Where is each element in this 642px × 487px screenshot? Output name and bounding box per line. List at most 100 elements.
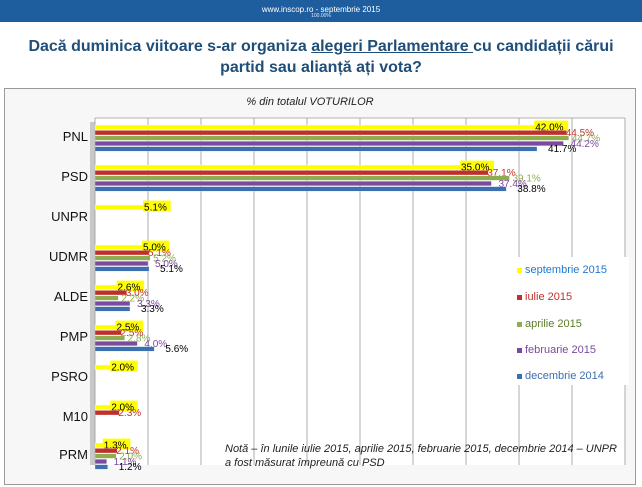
bar (94, 181, 492, 186)
data-label: 44.7% (572, 133, 600, 144)
legend-label: decembrie 2014 (525, 370, 604, 382)
data-label: 2.1% (116, 446, 139, 457)
page-title: Dacă duminica viitoare s-ar organiza ale… (10, 36, 632, 78)
data-label: 37.1% (487, 168, 515, 179)
bar (94, 346, 155, 352)
data-label-bg (142, 240, 170, 252)
bar (94, 261, 149, 266)
legend-swatch (517, 294, 522, 300)
data-label: 2.3% (118, 408, 141, 419)
chart-note: Notă – în lunile iulie 2015, aprilie 201… (225, 443, 617, 469)
bar (94, 335, 125, 341)
bar (94, 410, 120, 416)
data-label: 37.4% (498, 179, 526, 190)
bar (94, 186, 507, 192)
legend-item: iulie 2015 (517, 290, 572, 304)
data-label: 2.5% (121, 328, 144, 339)
bar (94, 453, 117, 459)
data-label: 3.3% (141, 304, 164, 315)
legend-item: februarie 2015 (517, 343, 596, 357)
legend-item: decembrie 2014 (517, 369, 604, 383)
bar (94, 459, 107, 464)
data-label: 5.6% (165, 344, 188, 355)
legend-swatch (517, 321, 522, 327)
category-label: PSD (61, 169, 88, 184)
data-label: 1.1% (114, 457, 137, 468)
data-label: 5.2% (153, 253, 176, 264)
bar (94, 290, 127, 296)
bar (94, 250, 150, 256)
bar (94, 175, 510, 181)
data-label: 5.0% (143, 243, 166, 254)
data-label-bg (115, 320, 144, 332)
legend-item: aprilie 2015 (517, 317, 582, 331)
category-label: UNPR (51, 209, 88, 224)
data-label-bg (534, 120, 569, 132)
bar (94, 448, 118, 454)
data-label: 2.6% (118, 283, 141, 294)
data-label: 44.5% (566, 128, 594, 139)
bar (94, 146, 538, 152)
legend-swatch (517, 347, 522, 353)
bar (94, 164, 467, 170)
bar (94, 295, 119, 301)
bar (94, 130, 567, 136)
category-label: PRM (59, 447, 88, 462)
data-label-bg (116, 280, 145, 292)
data-label: 38.8% (517, 184, 545, 195)
data-label: 2.2% (121, 293, 144, 304)
legend-label: februarie 2015 (525, 344, 596, 356)
data-label: 42.0% (535, 123, 563, 134)
legend-item: septembrie 2015 (517, 263, 607, 277)
data-label: 41.7% (548, 144, 576, 155)
data-label: 5.1% (160, 264, 183, 275)
category-label: UDMR (49, 249, 88, 264)
bar (94, 124, 541, 130)
bar (94, 306, 131, 312)
data-label: 35.0% (461, 163, 489, 174)
data-label: 2.0% (111, 403, 134, 414)
legend-swatch (517, 373, 522, 379)
data-label-bg (143, 200, 171, 212)
data-label-bg (110, 400, 138, 412)
bar (94, 464, 108, 470)
data-label: 2.0% (119, 451, 142, 462)
axis-wall (90, 122, 95, 465)
legend-label: septembrie 2015 (525, 264, 607, 276)
chart-legend: septembrie 2015 iulie 2015 aprilie 2015 feb… (509, 257, 629, 385)
category-label: ALDE (54, 289, 88, 304)
category-label: PNL (63, 129, 88, 144)
data-label: 2.8% (128, 333, 151, 344)
category-label: PSRO (51, 369, 88, 384)
data-label-bg (460, 160, 494, 172)
bar (94, 341, 138, 346)
data-label: 3.3% (137, 299, 160, 310)
legend-label: aprilie 2015 (525, 318, 582, 330)
data-label: 3.0% (126, 288, 149, 299)
base-label: 100.00% (311, 13, 331, 19)
category-label: PMP (60, 329, 88, 344)
chart-title: % din totalul VOTURILOR (246, 96, 373, 108)
bar (94, 266, 150, 272)
data-label: 44.2% (571, 139, 599, 150)
data-label: 1.2% (119, 462, 142, 473)
bar (94, 255, 151, 261)
legend-label: iulie 2015 (525, 291, 573, 303)
bar (94, 330, 122, 336)
title-part3: cu candidații cărui partid sau alianță a… (220, 38, 614, 76)
bar (94, 244, 149, 250)
data-label: 4.0% (144, 339, 167, 350)
bar (94, 204, 150, 210)
data-label-bg (110, 360, 138, 372)
data-label: 2.5% (117, 323, 140, 334)
category-label: M10 (63, 409, 88, 424)
data-label: 2.0% (111, 363, 134, 374)
legend-swatch (517, 267, 522, 273)
top-banner: www.inscop.ro - septembrie 2015 100.00% (0, 0, 642, 22)
title-part2: alegeri Parlamentare (311, 38, 474, 55)
bar (94, 301, 131, 306)
data-label: 5.1% (148, 248, 171, 259)
data-label: 39.1% (512, 173, 540, 184)
data-label: 1.3% (104, 441, 127, 452)
